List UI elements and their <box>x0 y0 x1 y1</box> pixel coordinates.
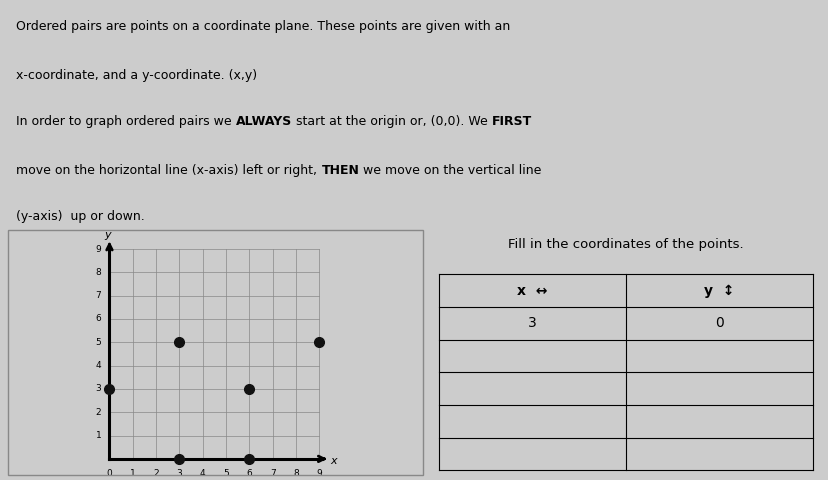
Text: 2: 2 <box>153 469 159 479</box>
Text: FIRST: FIRST <box>492 115 532 128</box>
Text: start at the origin or, (0,0). We: start at the origin or, (0,0). We <box>292 115 492 128</box>
Text: y  ↕: y ↕ <box>703 284 734 298</box>
Text: 3: 3 <box>95 384 101 394</box>
Text: Fill in the coordinates of the points.: Fill in the coordinates of the points. <box>508 238 743 251</box>
Text: x-coordinate, and a y-coordinate. (x,y): x-coordinate, and a y-coordinate. (x,y) <box>17 69 258 82</box>
Text: x  ↔: x ↔ <box>517 284 547 298</box>
Text: (y-axis)  up or down.: (y-axis) up or down. <box>17 210 145 223</box>
Text: 5: 5 <box>95 338 101 347</box>
Text: 8: 8 <box>293 469 298 479</box>
Text: Ordered pairs are points on a coordinate plane. These points are given with an: Ordered pairs are points on a coordinate… <box>17 20 510 33</box>
Text: In order to graph ordered pairs we: In order to graph ordered pairs we <box>17 115 236 128</box>
Text: 8: 8 <box>95 268 101 277</box>
Text: 6: 6 <box>95 314 101 324</box>
Text: x: x <box>330 456 336 466</box>
Text: 2: 2 <box>95 408 101 417</box>
Text: 7: 7 <box>95 291 101 300</box>
Text: 0: 0 <box>715 316 723 330</box>
Text: THEN: THEN <box>321 164 359 177</box>
Text: 5: 5 <box>223 469 229 479</box>
Text: 7: 7 <box>269 469 275 479</box>
Text: 1: 1 <box>130 469 136 479</box>
Text: move on the horizontal line (x-axis) left or right,: move on the horizontal line (x-axis) lef… <box>17 164 321 177</box>
Text: ALWAYS: ALWAYS <box>236 115 292 128</box>
Text: 1: 1 <box>95 431 101 440</box>
Text: 3: 3 <box>176 469 182 479</box>
Text: 4: 4 <box>95 361 101 370</box>
Text: we move on the vertical line: we move on the vertical line <box>359 164 541 177</box>
Text: 9: 9 <box>95 244 101 253</box>
Text: 3: 3 <box>527 316 536 330</box>
Text: y: y <box>104 230 110 240</box>
Text: 4: 4 <box>200 469 205 479</box>
Text: 9: 9 <box>316 469 322 479</box>
Text: 6: 6 <box>246 469 252 479</box>
Text: 0: 0 <box>107 469 113 479</box>
